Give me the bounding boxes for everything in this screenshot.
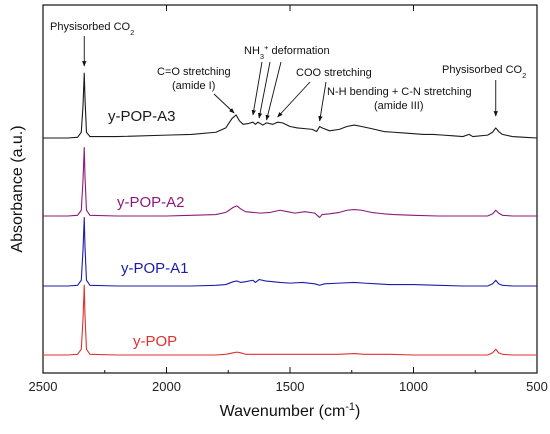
annotation-amide-i: (amide I) (172, 80, 215, 92)
annotation-nh3-deformation: NH3+ deformation (244, 43, 330, 61)
annotation-arrow (213, 93, 235, 114)
series-label: y-POP-A1 (121, 260, 189, 277)
annotation-amide-iii: (amide III) (374, 100, 424, 112)
y-axis-title: Absorbance (a.u.) (9, 125, 26, 252)
annotation-arrow (257, 61, 271, 119)
x-tick-label: 1000 (399, 379, 428, 394)
annotation-co-stretch: C=O stretching (157, 66, 231, 78)
annotation-arrow (251, 61, 263, 116)
series-label: y-POP-A3 (108, 108, 176, 125)
annotation-physisorbed-right: Physisorbed CO2 (442, 64, 526, 80)
annotation-physisorbed-left: Physisorbed CO2 (50, 21, 134, 37)
annotation-coo-stretch: COO stretching (296, 67, 372, 79)
x-tick-label: 2000 (152, 379, 181, 394)
x-axis-title: Wavenumber (cm-1) (220, 401, 361, 420)
series-label: y-POP-A2 (117, 194, 185, 211)
plot-axes: 2500 2000 1500 1000 500 (29, 4, 548, 394)
annotation-arrow (277, 81, 311, 118)
plot-traces (43, 72, 538, 356)
x-tick-label: 500 (526, 379, 548, 394)
annotation-arrow (265, 61, 282, 121)
plot-annotations: Physisorbed CO2 Physisorbed CO2 C=O stretc… (50, 21, 526, 122)
series-line (43, 217, 537, 287)
series-line (43, 147, 537, 218)
series-line (43, 72, 538, 139)
x-tick-label: 2500 (29, 379, 58, 394)
annotation-arrow (318, 81, 327, 122)
x-tick-label: 1500 (276, 379, 305, 394)
series-label: y-POP (133, 333, 177, 350)
axis-titles: Wavenumber (cm-1) Absorbance (a.u.) (9, 125, 360, 420)
series-line (43, 284, 537, 356)
plot-frame (42, 4, 538, 374)
annotation-nh-bending: N-H bending + C-N stretching (327, 86, 472, 98)
series-labels: y-POP-A3 y-POP-A2 y-POP-A1 y-POP (108, 108, 189, 350)
